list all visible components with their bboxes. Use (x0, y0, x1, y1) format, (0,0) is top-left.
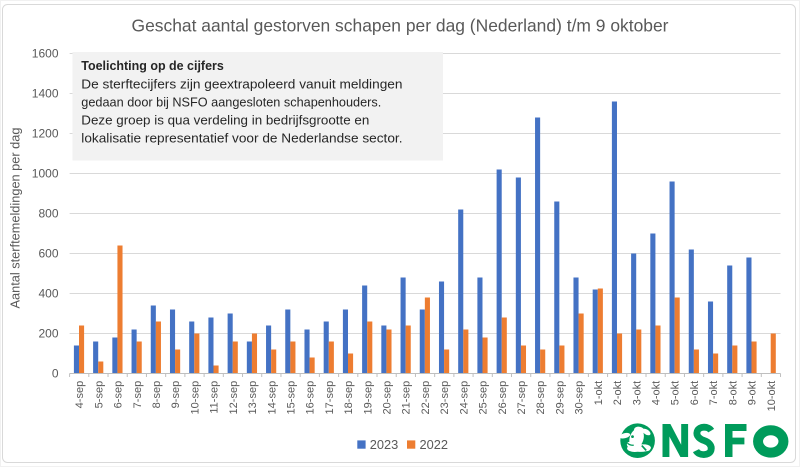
svg-text:4-sep: 4-sep (74, 381, 86, 409)
svg-text:Geschat aantal gestorven schap: Geschat aantal gestorven schapen per dag… (132, 16, 669, 36)
svg-text:7-sep: 7-sep (132, 381, 144, 409)
svg-text:Aantal sterftemeldingen per da: Aantal sterftemeldingen per dag (8, 128, 23, 309)
svg-text:2-okt: 2-okt (612, 381, 624, 405)
svg-text:2022: 2022 (420, 437, 448, 452)
svg-text:5-sep: 5-sep (93, 381, 105, 409)
svg-text:27-sep: 27-sep (516, 381, 528, 415)
svg-text:20-sep: 20-sep (382, 381, 394, 415)
svg-text:11-sep: 11-sep (209, 381, 221, 414)
svg-text:10-okt: 10-okt (766, 381, 778, 412)
svg-text:22-sep: 22-sep (420, 381, 432, 415)
svg-text:21-sep: 21-sep (401, 381, 413, 415)
svg-text:13-sep: 13-sep (247, 381, 259, 415)
svg-text:25-sep: 25-sep (478, 381, 490, 415)
svg-text:Deze groep is qua verdeling in: Deze groep is qua verdeling in bedrijfsg… (81, 112, 369, 127)
svg-text:24-sep: 24-sep (458, 381, 470, 415)
svg-text:19-sep: 19-sep (362, 381, 374, 415)
svg-text:9-sep: 9-sep (170, 381, 182, 409)
svg-text:30-sep: 30-sep (574, 381, 586, 415)
svg-text:7-okt: 7-okt (708, 381, 720, 405)
svg-text:600: 600 (38, 247, 58, 261)
svg-text:0: 0 (52, 367, 59, 381)
svg-text:De sterftecijfers zijn geextra: De sterftecijfers zijn geextrapoleerd va… (81, 77, 402, 92)
svg-text:6-sep: 6-sep (113, 381, 125, 409)
svg-text:15-sep: 15-sep (285, 381, 297, 415)
svg-text:9-okt: 9-okt (747, 381, 759, 405)
svg-text:17-sep: 17-sep (324, 381, 336, 415)
svg-text:16-sep: 16-sep (305, 381, 317, 415)
svg-text:4-okt: 4-okt (651, 381, 663, 405)
svg-text:18-sep: 18-sep (343, 381, 355, 415)
svg-text:gedaan door bij NSFO aangeslot: gedaan door bij NSFO aangesloten schapen… (81, 94, 381, 109)
svg-text:800: 800 (38, 207, 58, 221)
svg-text:1400: 1400 (32, 87, 59, 101)
svg-text:5-okt: 5-okt (670, 381, 682, 405)
svg-text:12-sep: 12-sep (228, 381, 240, 415)
svg-text:8-sep: 8-sep (151, 381, 163, 409)
svg-text:1200: 1200 (32, 127, 59, 141)
svg-text:14-sep: 14-sep (266, 381, 278, 415)
svg-text:2023: 2023 (370, 437, 398, 452)
svg-text:8-okt: 8-okt (727, 381, 739, 405)
svg-text:29-sep: 29-sep (554, 381, 566, 415)
svg-text:6-okt: 6-okt (689, 381, 701, 405)
svg-text:400: 400 (38, 287, 58, 301)
svg-text:26-sep: 26-sep (497, 381, 509, 415)
svg-text:3-okt: 3-okt (631, 381, 643, 405)
svg-text:10-sep: 10-sep (189, 381, 201, 415)
svg-text:1000: 1000 (32, 167, 59, 181)
svg-text:lokalisatie representatief voo: lokalisatie representatief voor de Neder… (81, 131, 402, 146)
svg-text:1600: 1600 (32, 47, 59, 61)
svg-text:Toelichting op de cijfers: Toelichting op de cijfers (81, 58, 224, 73)
svg-text:200: 200 (38, 327, 58, 341)
svg-text:1-okt: 1-okt (593, 381, 605, 405)
svg-text:23-sep: 23-sep (439, 381, 451, 415)
svg-text:28-sep: 28-sep (535, 381, 547, 415)
